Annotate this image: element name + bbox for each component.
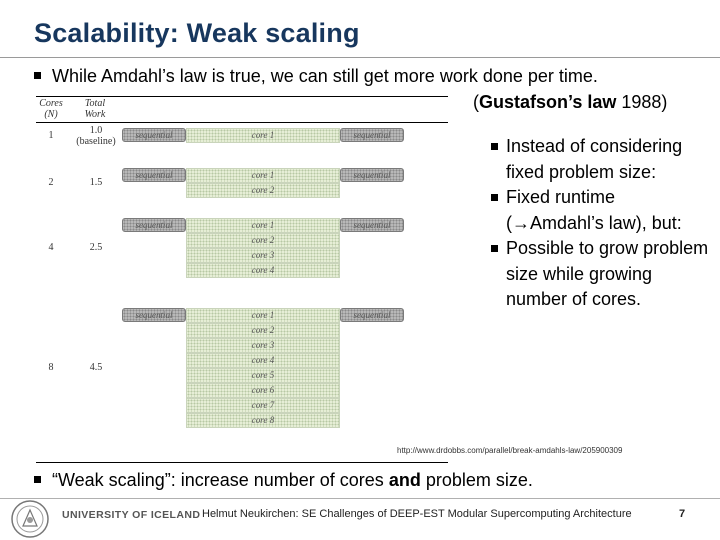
source-url: http://www.drdobbs.com/parallel/break-am…: [397, 446, 623, 455]
right-bullet-2: Fixed runtime (→Amdahl’s law), but:: [491, 185, 711, 236]
emphasis-and: and: [388, 470, 421, 490]
work-column-header: Total Work: [78, 98, 112, 120]
core-block: core 3: [186, 248, 340, 263]
row-cores-count: 2: [48, 177, 54, 188]
row-total-work-value: 2.5: [89, 242, 103, 253]
sequential-block: sequential: [340, 308, 404, 322]
bullet-square-icon: [491, 194, 498, 201]
weak-scaling-bullet: “Weak scaling”: increase number of cores…: [34, 470, 533, 491]
cores-header-sub: (N): [44, 109, 58, 120]
row-total-work-note: (baseline): [76, 135, 116, 147]
core-block: core 1: [186, 168, 340, 183]
row-total-work-value: 4.5: [89, 362, 103, 373]
core-block: core 3: [186, 338, 340, 353]
intro-bullet-text: While Amdahl’s law is true, we can still…: [52, 66, 598, 86]
row-total-work: 1.0 (baseline): [76, 125, 116, 147]
core-block: core 2: [186, 323, 340, 338]
footer-divider: [0, 498, 720, 499]
sequential-block: sequential: [122, 168, 186, 182]
intro-bullet: While Amdahl’s law is true, we can still…: [34, 66, 598, 87]
page-number: 7: [679, 508, 686, 520]
core-block: core 1: [186, 218, 340, 233]
core-block: core 2: [186, 183, 340, 198]
core-block: core 4: [186, 263, 340, 278]
sequential-block: sequential: [122, 218, 186, 232]
gustafson-law-name: Gustafson’s law: [479, 92, 617, 112]
row-total-work: 2.5: [76, 242, 116, 253]
row-cores-count: 4: [48, 242, 54, 253]
gustafson-reference: (Gustafson’s law 1988): [473, 92, 667, 113]
sequential-block: sequential: [340, 218, 404, 232]
cores-column-header: Cores (N): [36, 98, 66, 120]
bullet-square-icon: [491, 245, 498, 252]
weak-scaling-figure: Cores (N) Total Work 1 1.0 (baseline) seque…: [34, 92, 448, 464]
slide-title: Scalability: Weak scaling: [34, 18, 360, 48]
row-total-work-value: 1.5: [89, 177, 103, 188]
university-name: UNIVERSITY OF ICELAND: [62, 509, 201, 521]
bullet-square-icon: [34, 72, 41, 79]
right-bullet-1: Instead of considering fixed problem siz…: [491, 134, 711, 185]
title-divider: [0, 57, 720, 58]
gustafson-year: 1988): [616, 92, 668, 112]
figure-header-rule: [36, 122, 448, 123]
bullet-square-icon: [34, 476, 41, 483]
figure-top-rule: [36, 96, 448, 97]
work-header-label: Total: [84, 98, 106, 109]
university-seal-icon: [11, 500, 49, 538]
right-bullet-list: Instead of considering fixed problem siz…: [491, 134, 711, 313]
core-block: core 1: [186, 308, 340, 323]
row-total-work: 1.5: [76, 177, 116, 188]
core-block: core 2: [186, 233, 340, 248]
core-block: core 1: [186, 128, 340, 143]
core-block: core 4: [186, 353, 340, 368]
row-cores-count: 1: [48, 129, 54, 141]
work-header-sub: Work: [84, 109, 106, 120]
right-bullet-3: Possible to grow problem size while grow…: [491, 236, 711, 313]
sequential-block: sequential: [340, 128, 404, 142]
sequential-block: sequential: [122, 308, 186, 322]
sequential-block: sequential: [340, 168, 404, 182]
row-cores-count: 8: [48, 362, 54, 373]
row-total-work-value: 1.0: [89, 124, 103, 136]
footer-text: Helmut Neukirchen: SE Challenges of DEEP…: [202, 508, 632, 520]
sequential-block: sequential: [122, 128, 186, 142]
row-total-work: 4.5: [76, 362, 116, 373]
core-block: core 8: [186, 413, 340, 428]
gustafson-open: (: [473, 92, 479, 112]
cores-header-label: Cores: [39, 98, 63, 109]
bullet-square-icon: [491, 143, 498, 150]
core-block: core 6: [186, 383, 340, 398]
core-block: core 5: [186, 368, 340, 383]
figure-bottom-rule: [36, 462, 448, 463]
core-block: core 7: [186, 398, 340, 413]
